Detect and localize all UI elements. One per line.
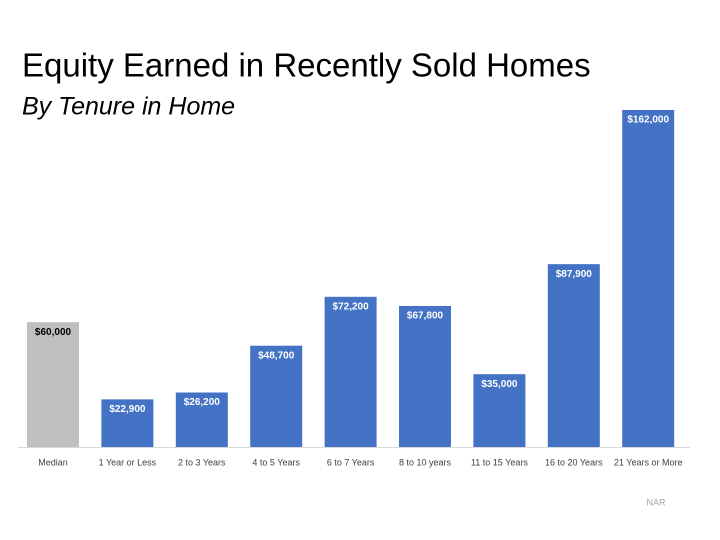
value-label: $67,800 <box>407 311 444 322</box>
x-tick-label: 1 Year or Less <box>99 457 157 467</box>
value-label: $48,700 <box>258 350 295 361</box>
value-label: $60,000 <box>35 327 72 338</box>
bar <box>622 110 675 447</box>
chart-subtitle: By Tenure in Home <box>22 93 235 121</box>
bar <box>101 399 154 447</box>
bar <box>27 322 79 447</box>
chart-title: Equity Earned in Recently Sold Homes <box>22 47 591 84</box>
bar <box>250 345 303 447</box>
bar <box>399 305 451 447</box>
x-tick-label: 21 Years or More <box>614 457 683 467</box>
bar <box>175 392 228 447</box>
value-label: $162,000 <box>627 115 669 126</box>
x-tick-label: 11 to 15 Years <box>471 457 528 467</box>
bar <box>547 264 600 447</box>
x-tick-label: 8 to 10 years <box>399 457 452 467</box>
x-tick-label: 2 to 3 Years <box>178 457 226 467</box>
value-label: $72,200 <box>333 301 370 312</box>
value-label: $26,200 <box>184 397 221 408</box>
x-tick-label: Median <box>38 457 68 467</box>
value-label: $35,000 <box>481 379 518 390</box>
x-tick-label: 16 to 20 Years <box>545 457 603 467</box>
source: NAR <box>646 497 666 507</box>
x-tick-label: 6 to 7 Years <box>327 457 375 467</box>
value-label: $22,900 <box>109 404 146 415</box>
x-tick-label: 4 to 5 Years <box>252 457 300 467</box>
value-label: $87,900 <box>556 269 593 280</box>
bar <box>473 374 526 447</box>
bar <box>324 296 377 447</box>
